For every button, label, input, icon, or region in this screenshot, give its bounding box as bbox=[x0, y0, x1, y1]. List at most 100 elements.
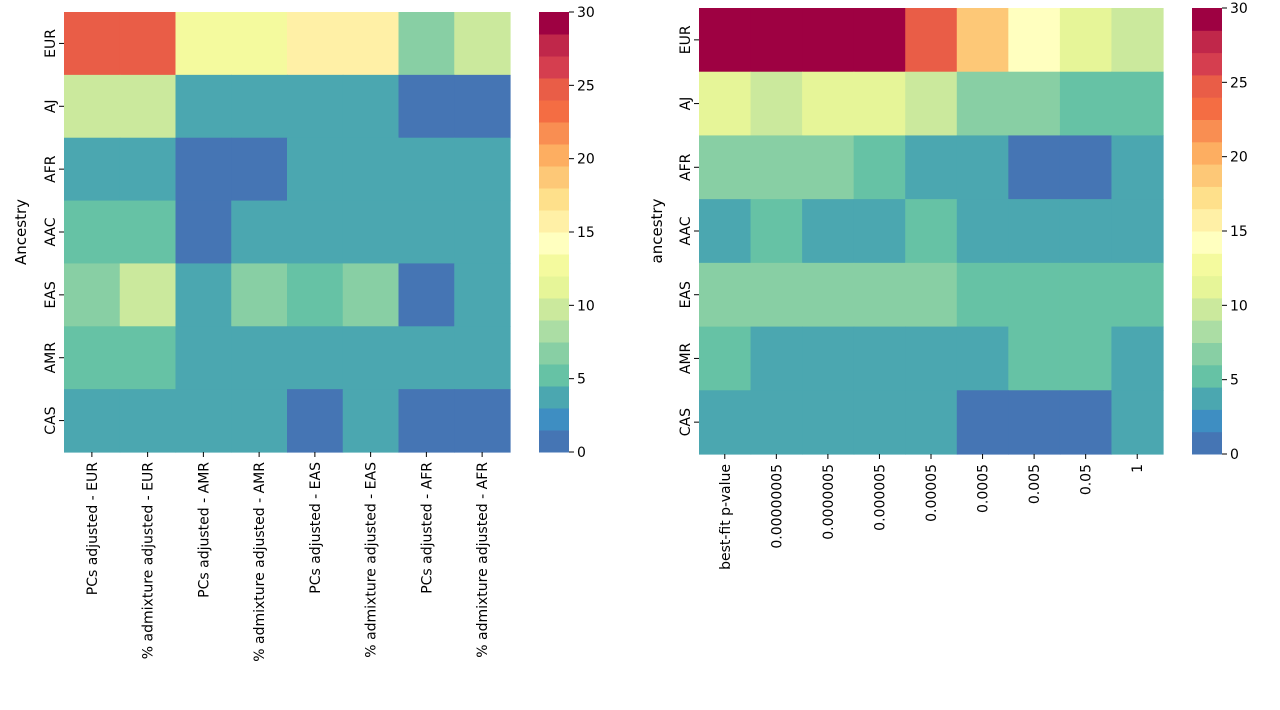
heatmap-cell bbox=[1059, 199, 1113, 264]
heatmap-cell bbox=[231, 389, 288, 453]
y-tick-label: AAC bbox=[43, 217, 59, 246]
heatmap-cell bbox=[175, 326, 232, 390]
colorbar-segment bbox=[1192, 52, 1222, 76]
heatmap-cell bbox=[287, 263, 344, 327]
heatmap-cell bbox=[905, 135, 958, 200]
heatmap-cell bbox=[853, 8, 906, 73]
heatmap-cell bbox=[905, 390, 958, 455]
heatmap-cell bbox=[956, 71, 1009, 137]
colorbar-segment bbox=[539, 276, 569, 299]
heatmap-cell bbox=[802, 71, 855, 137]
heatmap-cell bbox=[287, 74, 344, 139]
x-tick-label: % admixture adjusted - EAS bbox=[364, 462, 380, 658]
colorbar-tick-label: 15 bbox=[577, 225, 595, 241]
heatmap-cell bbox=[342, 200, 400, 265]
colorbar-tick-label: 10 bbox=[577, 298, 595, 314]
heatmap-cell bbox=[853, 199, 906, 264]
heatmap-cell bbox=[175, 263, 232, 327]
heatmap-cell bbox=[1008, 262, 1061, 328]
y-axis-label: Ancestry bbox=[12, 199, 30, 265]
x-tick-label: 0.05 bbox=[1079, 464, 1095, 495]
x-tick-label: PCs adjusted - AMR bbox=[196, 462, 212, 598]
heatmap-cell bbox=[1111, 262, 1164, 328]
heatmap-cell bbox=[398, 74, 455, 139]
x-tick-label: 0.005 bbox=[1027, 464, 1043, 504]
heatmap-cell bbox=[231, 12, 288, 76]
y-tick-label: AFR bbox=[678, 153, 694, 181]
heatmap-cell bbox=[1111, 8, 1164, 73]
heatmap-cell bbox=[64, 137, 121, 202]
heatmap-cell bbox=[231, 263, 288, 327]
colorbar-segment bbox=[539, 408, 569, 431]
heatmap-cell bbox=[1008, 199, 1061, 264]
heatmap-cell bbox=[398, 12, 455, 76]
colorbar-segment bbox=[1192, 8, 1222, 31]
heatmap-cell bbox=[119, 326, 177, 390]
colorbar-1: 0 5 10 15 20 25 30 bbox=[539, 5, 595, 461]
heatmap-cell bbox=[64, 200, 121, 265]
y-tick-label: AJ bbox=[43, 99, 59, 113]
heatmap-cell bbox=[175, 74, 232, 139]
heatmap-cell bbox=[231, 137, 288, 202]
colorbar-segment bbox=[1192, 387, 1222, 410]
x-tick-label: PCs adjusted - EUR bbox=[85, 462, 101, 596]
heatmap-cell bbox=[454, 389, 511, 453]
colorbar-segment bbox=[539, 100, 569, 123]
heatmap-cell bbox=[454, 263, 511, 327]
colorbar-segment bbox=[539, 56, 569, 79]
heatmap-cell bbox=[64, 74, 121, 139]
colorbar-tick-label: 30 bbox=[577, 5, 595, 21]
colorbar-tick-label: 0 bbox=[577, 445, 586, 461]
heatmap-cell bbox=[956, 8, 1009, 73]
heatmap-panel-1: EUR AJ AFR AAC EAS AMR CAS Ancestry PCs adjusted… bbox=[12, 5, 595, 662]
colorbar-segment bbox=[539, 12, 569, 35]
heatmap-cell bbox=[175, 12, 232, 76]
colorbar-segment bbox=[1192, 320, 1222, 343]
x-tick-label: 0.00005 bbox=[924, 464, 940, 522]
heatmap-cell bbox=[398, 200, 455, 265]
heatmap-cell bbox=[119, 74, 177, 139]
heatmap-cell bbox=[1111, 135, 1164, 200]
heatmap-cell bbox=[750, 8, 803, 73]
x-tick-label: 0.00000005 bbox=[769, 464, 785, 549]
colorbar-tick-label: 25 bbox=[577, 78, 595, 94]
colorbar-tick-label: 20 bbox=[1230, 150, 1248, 166]
x-tick-label: % admixture adjusted - EUR bbox=[141, 462, 157, 659]
x-tick-label: 0.0005 bbox=[976, 464, 992, 513]
colorbar-tick-label: 20 bbox=[577, 152, 595, 168]
heatmap-cell bbox=[802, 135, 855, 200]
heatmap-cell bbox=[454, 200, 511, 265]
colorbar-2: 0 5 10 15 20 25 30 bbox=[1192, 1, 1248, 463]
heatmap-cell bbox=[342, 137, 400, 202]
heatmap-cell bbox=[175, 389, 232, 453]
colorbar-segment bbox=[1192, 275, 1222, 299]
y-tick-label: EAS bbox=[43, 281, 59, 308]
heatmap-cell bbox=[750, 262, 803, 328]
heatmap-cell bbox=[750, 326, 803, 391]
heatmap-cell bbox=[802, 262, 855, 328]
heatmap-cell bbox=[750, 199, 803, 264]
heatmap-cell bbox=[231, 326, 288, 390]
heatmap-cell bbox=[699, 199, 752, 264]
heatmap-cell bbox=[1059, 135, 1113, 200]
heatmap-cell bbox=[119, 389, 177, 453]
colorbar-segment bbox=[539, 34, 569, 57]
colorbar-tick-label: 10 bbox=[1230, 298, 1248, 314]
heatmap-cell bbox=[342, 74, 400, 139]
colorbar-segment bbox=[539, 144, 569, 167]
y-tick-label: AMR bbox=[43, 342, 59, 374]
heatmap-cell bbox=[119, 137, 177, 202]
heatmap-cell bbox=[64, 263, 121, 327]
heatmap-cell bbox=[175, 137, 232, 202]
heatmap-cell bbox=[699, 390, 752, 455]
heatmap-cell bbox=[853, 326, 906, 391]
colorbar-segment bbox=[539, 298, 569, 321]
heatmap-cell bbox=[1008, 326, 1061, 391]
heatmap-cell bbox=[398, 263, 455, 327]
heatmap-cell bbox=[1008, 390, 1061, 455]
colorbar-segment bbox=[539, 232, 569, 255]
heatmap-cell bbox=[454, 12, 511, 76]
heatmap-cell bbox=[802, 199, 855, 264]
